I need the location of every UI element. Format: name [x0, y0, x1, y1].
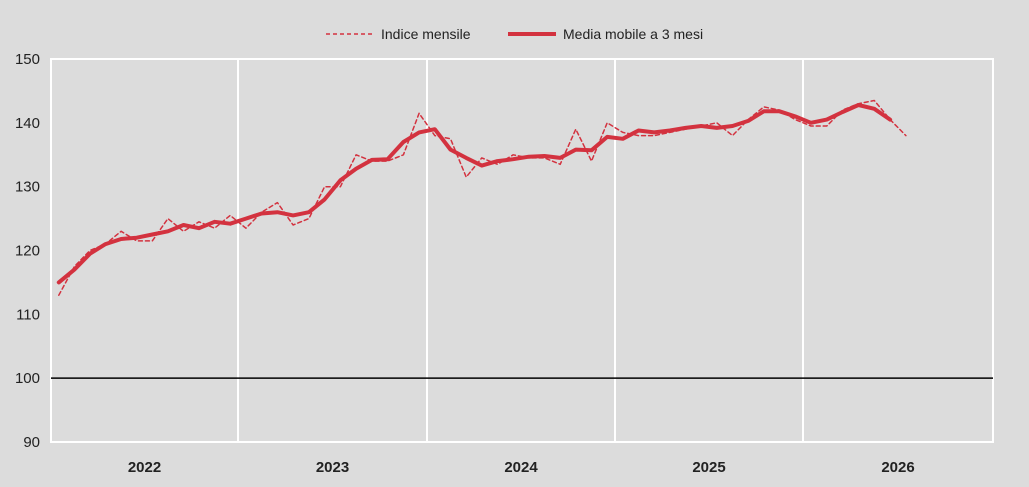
legend-label-media-mobile: Media mobile a 3 mesi — [563, 26, 703, 42]
y-tick-label: 120 — [15, 243, 40, 260]
series-line-media-mobile — [56, 103, 893, 285]
plot-area — [50, 58, 994, 443]
series-group — [56, 99, 907, 296]
x-tick-label-2023: 2023 — [316, 459, 349, 476]
y-tick-label: 140 — [15, 115, 40, 132]
y-tick-label: 150 — [15, 51, 40, 68]
x-tick-label-2025: 2025 — [692, 459, 725, 476]
x-axis: 2022 2023 2024 2025 2026 — [128, 459, 915, 476]
y-axis: 90 100 110 120 130 140 150 — [15, 51, 40, 451]
legend: Indice mensile Media mobile a 3 mesi — [326, 26, 703, 42]
x-tick-label-2022: 2022 — [128, 459, 161, 476]
x-tick-label-2024: 2024 — [504, 459, 538, 476]
y-tick-label: 100 — [15, 370, 40, 387]
y-tick-label: 110 — [16, 306, 40, 323]
series-line-indice-mensile — [58, 99, 907, 296]
legend-label-indice-mensile: Indice mensile — [381, 26, 471, 42]
x-tick-label-2026: 2026 — [881, 459, 914, 476]
y-tick-label: 130 — [15, 179, 40, 196]
y-tick-label: 90 — [23, 434, 40, 451]
